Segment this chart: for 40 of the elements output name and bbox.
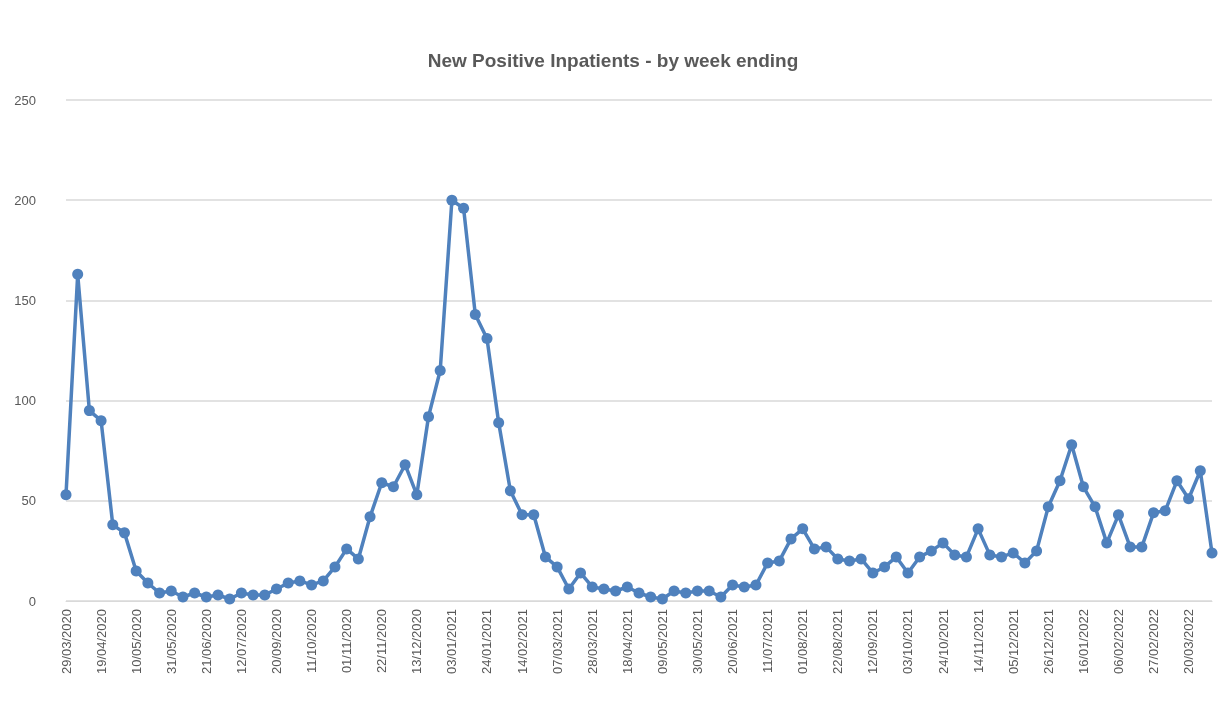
x-tick-label: 20/03/2022 xyxy=(1181,609,1197,675)
x-tick-label: 11/10/2020 xyxy=(304,609,320,674)
x-tick-label: 03/10/2021 xyxy=(900,609,916,675)
x-tick-label: 24/10/2021 xyxy=(935,609,951,675)
y-tick-label: 0 xyxy=(28,593,36,609)
x-tick-label: 18/04/2021 xyxy=(619,609,635,675)
x-tick-label: 06/02/2022 xyxy=(1110,609,1126,675)
x-tick-label: 09/05/2021 xyxy=(654,609,670,675)
y-tick-label: 50 xyxy=(21,493,36,509)
y-tick-label: 100 xyxy=(14,393,36,409)
x-tick-label: 13/12/2020 xyxy=(409,609,425,675)
x-tick-label: 19/04/2020 xyxy=(93,609,109,675)
x-tick-label: 14/02/2021 xyxy=(514,609,530,675)
x-tick-label: 31/05/2020 xyxy=(163,609,179,675)
x-tick-label: 22/08/2021 xyxy=(830,609,846,675)
x-tick-label: 26/12/2021 xyxy=(1040,609,1056,675)
x-tick-label: 01/08/2021 xyxy=(795,609,811,675)
x-tick-label: 07/03/2021 xyxy=(549,609,565,675)
x-tick-label: 21/06/2020 xyxy=(198,609,214,675)
y-tick-label: 200 xyxy=(14,192,36,208)
x-tick-label: 10/05/2020 xyxy=(128,609,144,675)
x-tick-label: 28/03/2021 xyxy=(584,609,600,675)
x-tick-label: 05/12/2021 xyxy=(1005,609,1021,675)
x-tick-label: 20/09/2020 xyxy=(268,609,284,675)
x-tick-label: 11/07/2021 xyxy=(760,609,776,674)
x-tick-label: 14/11/2021 xyxy=(970,609,986,674)
x-tick-label: 12/09/2021 xyxy=(865,609,881,675)
x-tick-label: 29/03/2020 xyxy=(58,609,74,675)
chart-title: New Positive Inpatients - by week ending xyxy=(427,50,799,71)
x-tick-label: 12/07/2020 xyxy=(233,609,249,675)
x-tick-label: 20/06/2021 xyxy=(725,609,741,675)
y-tick-label: 150 xyxy=(14,292,36,308)
y-tick-label: 250 xyxy=(14,92,36,108)
x-tick-label: 24/01/2021 xyxy=(479,609,495,675)
x-tick-label: 27/02/2022 xyxy=(1146,609,1162,675)
x-tick-label: 03/01/2021 xyxy=(444,609,460,675)
x-tick-label: 22/11/2020 xyxy=(374,609,390,674)
x-tick-label: 30/05/2021 xyxy=(689,609,705,675)
x-tick-label: 16/01/2022 xyxy=(1075,609,1091,675)
x-tick-label: 01/11/2020 xyxy=(339,609,355,674)
